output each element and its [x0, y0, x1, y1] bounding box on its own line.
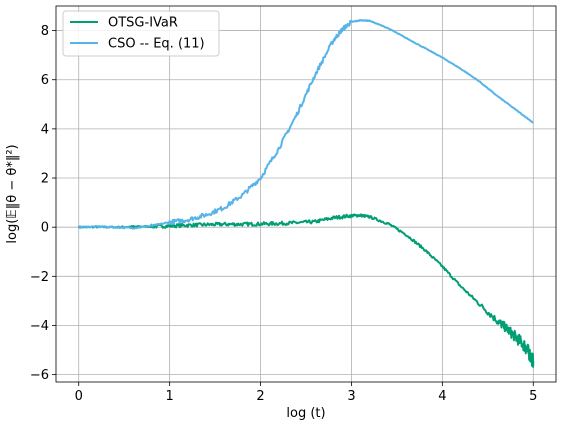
x-tick-label: 1 — [165, 389, 173, 404]
plot-frame — [55, 5, 557, 383]
y-tick-label: 2 — [41, 172, 49, 187]
x-tick-label: 3 — [347, 389, 355, 404]
legend: OTSG-IVaR CSO -- Eq. (11) — [62, 10, 220, 57]
x-tick-label: 2 — [256, 389, 264, 404]
x-tick-label: 0 — [75, 389, 83, 404]
legend-box — [62, 10, 220, 57]
series-line-otsg — [77, 213, 535, 368]
y-tick-label: 8 — [41, 24, 49, 39]
legend-label-otsg: OTSG-IVaR — [108, 16, 178, 31]
x-tick-label: 5 — [529, 389, 537, 404]
ticks: 0 1 2 3 4 5 −6 −4 −2 0 2 4 6 8 — [30, 24, 538, 404]
grid — [56, 6, 556, 382]
series-layer — [77, 19, 535, 368]
y-tick-label: −4 — [30, 319, 49, 334]
y-tick-label: 6 — [41, 73, 49, 88]
y-tick-label: 4 — [41, 122, 49, 137]
y-tick-label: −6 — [30, 368, 49, 383]
legend-label-cso: CSO -- Eq. (11) — [108, 37, 205, 52]
series-line-cso — [78, 19, 534, 230]
x-axis-label: log (t) — [286, 406, 325, 421]
y-tick-label: −2 — [30, 270, 49, 285]
x-tick-label: 4 — [438, 389, 446, 404]
y-axis-label: log(𝔼‖θ − θ*‖²) — [5, 144, 20, 243]
y-tick-label: 0 — [41, 221, 49, 236]
